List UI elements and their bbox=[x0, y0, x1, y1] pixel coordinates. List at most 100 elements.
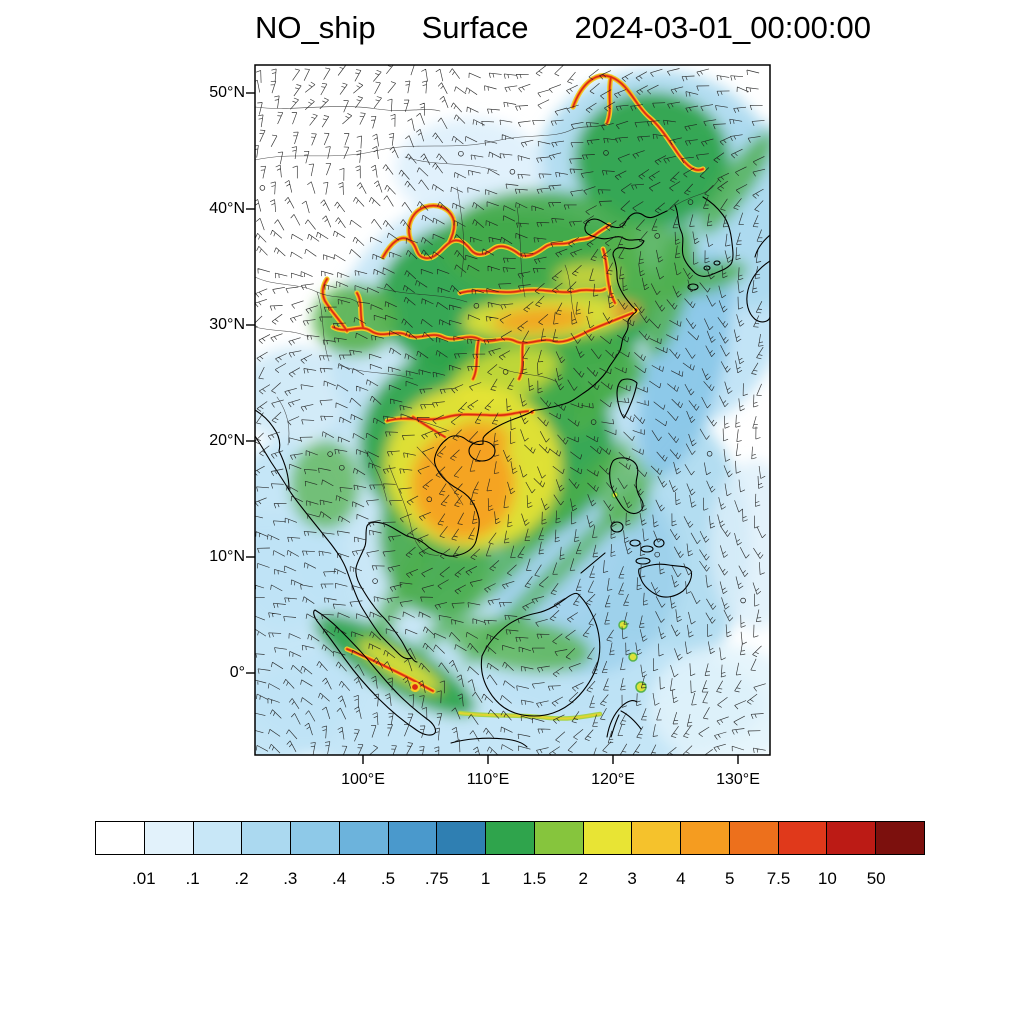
calm-wind-circle bbox=[327, 451, 333, 457]
colorbar-tick-label: 1 bbox=[480, 869, 491, 888]
hotspot-dot bbox=[409, 681, 421, 693]
calm-wind-circle bbox=[259, 185, 266, 191]
colorbar-tick-label: .2 bbox=[234, 869, 249, 888]
lat-tick-label: 50°N bbox=[209, 84, 245, 101]
concentration-blob bbox=[492, 307, 588, 333]
border-line bbox=[498, 366, 558, 383]
coastline bbox=[609, 457, 644, 515]
colorbar-tick-label: .01 bbox=[131, 869, 156, 888]
title-level: Surface bbox=[421, 10, 529, 45]
colorbar-tick-label: .3 bbox=[283, 869, 298, 888]
calm-wind-circle bbox=[372, 578, 378, 584]
coastline bbox=[703, 265, 711, 271]
coastline bbox=[606, 700, 638, 738]
colorbar-tick-label: .75 bbox=[424, 869, 449, 888]
concentration-blob bbox=[650, 645, 770, 755]
concentration-blob bbox=[313, 284, 397, 356]
colorbar-tick-label: .1 bbox=[185, 869, 200, 888]
border-line bbox=[666, 178, 720, 212]
colorbar-tick-label: 4 bbox=[676, 869, 686, 888]
concentration-blob bbox=[290, 440, 360, 530]
colorbar-segment bbox=[777, 822, 827, 854]
coastline bbox=[480, 592, 601, 717]
lon-tick-label: 130°E bbox=[716, 771, 760, 788]
concentration-blob bbox=[368, 524, 442, 646]
coastline bbox=[638, 563, 693, 598]
colorbar-tick-label: 2 bbox=[578, 869, 588, 888]
colorbar-segment bbox=[436, 822, 486, 854]
colorbar-segment bbox=[485, 822, 534, 854]
concentration-blob bbox=[555, 263, 619, 291]
coastlines-layer bbox=[255, 196, 770, 748]
calm-wind-circle bbox=[654, 233, 660, 239]
calm-wind-circle bbox=[590, 419, 597, 425]
concentration-blob bbox=[448, 617, 592, 673]
calm-wind-circle bbox=[687, 199, 694, 205]
coastline bbox=[468, 440, 496, 462]
colorbar-labels: .01 .1 .2 .3 .4 .5 .75 1 1.5 2 3 4 5 7.5 10 50 bbox=[95, 869, 925, 891]
colorbar-tick-label: 50 bbox=[866, 869, 886, 888]
colorbar-segment bbox=[338, 822, 388, 854]
colorbar-tick-label: 7.5 bbox=[766, 869, 791, 888]
colorbar-segment bbox=[143, 822, 193, 854]
coastline bbox=[313, 609, 437, 736]
coastline bbox=[653, 538, 665, 548]
concentration-blob bbox=[418, 438, 632, 652]
border-line bbox=[276, 396, 290, 446]
colorbar-segment bbox=[826, 822, 876, 854]
border-line bbox=[316, 291, 330, 362]
colorbar-segment bbox=[96, 822, 144, 854]
calm-wind-circle bbox=[509, 169, 516, 175]
colorbar-tick-label: 5 bbox=[724, 869, 735, 888]
colorbar-tick-label: 3 bbox=[627, 869, 637, 888]
concentration-blob bbox=[358, 640, 442, 692]
lat-tick-label: 0° bbox=[229, 664, 245, 681]
border-line bbox=[255, 106, 441, 112]
colorbar-tick-label: .4 bbox=[332, 869, 347, 888]
hotspot-dot bbox=[635, 681, 647, 693]
colorbar-segment bbox=[533, 822, 583, 854]
colorbar-segment bbox=[631, 822, 681, 854]
border-line bbox=[564, 264, 578, 324]
lat-tick-label: 40°N bbox=[209, 200, 245, 217]
plot-title: NO_ship Surface 2024-03-01_00:00:00 bbox=[255, 8, 871, 48]
coastline bbox=[754, 234, 770, 258]
colorbar-segment bbox=[680, 822, 729, 854]
title-variable: NO_ship bbox=[255, 10, 376, 45]
calm-wind-circle bbox=[426, 496, 433, 503]
coastline bbox=[616, 378, 638, 419]
border-line bbox=[376, 286, 468, 303]
coastline bbox=[620, 710, 642, 730]
colorbar-tick-label: 1.5 bbox=[522, 869, 547, 888]
concentration-blob bbox=[637, 253, 733, 477]
colorbar-tick-label: 10 bbox=[817, 869, 837, 888]
colorbar-segment bbox=[728, 822, 778, 854]
lon-tick-label: 110°E bbox=[466, 771, 510, 788]
map-frame bbox=[246, 64, 771, 764]
calm-wind-circle bbox=[502, 369, 509, 375]
coastline bbox=[610, 714, 620, 738]
coastline bbox=[355, 210, 668, 663]
border-line bbox=[404, 156, 498, 172]
calm-wind-circle bbox=[339, 464, 345, 471]
colorbar-segment bbox=[582, 822, 632, 854]
calm-wind-circle bbox=[458, 150, 464, 157]
colorbar-segment bbox=[241, 822, 291, 854]
colorbar-segment bbox=[192, 822, 242, 854]
coastline bbox=[687, 283, 699, 291]
concentration-blob bbox=[666, 260, 748, 296]
coastline bbox=[255, 409, 290, 490]
border-line bbox=[572, 122, 608, 130]
border-line bbox=[388, 464, 440, 556]
coastline bbox=[255, 435, 413, 660]
calm-wind-circle bbox=[603, 150, 609, 156]
lat-tick-label: 20°N bbox=[209, 432, 245, 449]
colorbar-segment bbox=[387, 822, 437, 854]
wind-barb-glyphs bbox=[255, 65, 766, 755]
coastline bbox=[640, 545, 654, 553]
hotspot-dot bbox=[618, 620, 628, 630]
concentration-blob bbox=[450, 420, 510, 460]
coastline bbox=[713, 260, 721, 266]
lon-tick-label: 120°E bbox=[591, 771, 635, 788]
emission-line-mid2 bbox=[459, 712, 601, 720]
